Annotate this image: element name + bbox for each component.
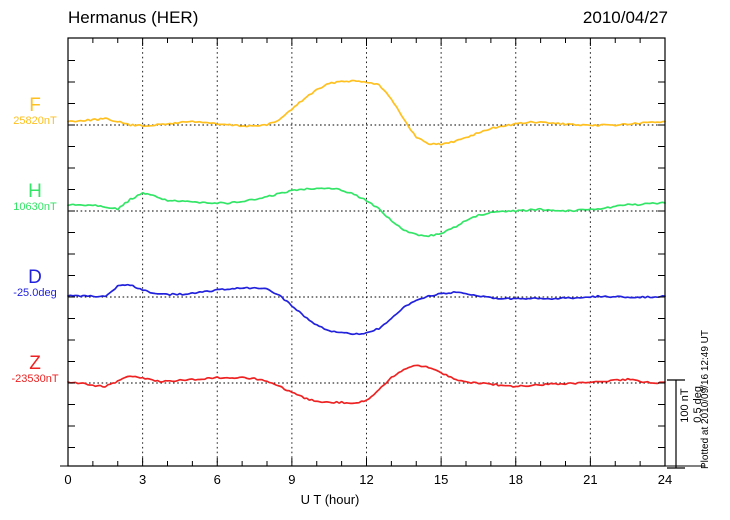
x-tick-label: 15	[434, 472, 448, 487]
trace-layer	[67, 79, 666, 405]
scale-bar-nt: 100 nT	[679, 388, 691, 423]
plot-frame	[67, 37, 666, 467]
plotted-at-text: Plotted at 2010/09/16 12:49 UT	[700, 330, 711, 469]
x-tick-label: 12	[359, 472, 373, 487]
x-tick-labels: 0 3 6 9 12 15 18 21 24	[64, 472, 672, 487]
observation-date: 2010/04/27	[582, 8, 668, 27]
x-tick-label: 18	[509, 472, 523, 487]
grid-layer	[142, 38, 591, 466]
x-tick-label: 21	[583, 472, 597, 487]
axis-layer	[60, 37, 705, 467]
trace-f	[67, 79, 666, 146]
component-label-d: D -25.0deg	[6, 268, 64, 299]
component-baseline-value-f: 25820nT	[13, 114, 57, 127]
component-label-f: F 25820nT	[6, 96, 64, 127]
component-symbol-f: F	[29, 95, 41, 116]
component-baseline-value-z: -23530nT	[11, 372, 59, 385]
component-label-z: Z -23530nT	[6, 354, 64, 385]
baseline-layer	[68, 124, 665, 384]
x-tick-label: 9	[288, 472, 295, 487]
component-baseline-value-h: 10630nT	[13, 200, 57, 213]
x-tick-label: 3	[139, 472, 146, 487]
component-baseline-value-d: -25.0deg	[13, 286, 57, 299]
trace-h	[67, 187, 666, 238]
x-axis-label: U T (hour)	[0, 492, 730, 507]
x-tick-label: 6	[214, 472, 221, 487]
trace-z	[67, 364, 666, 405]
component-label-h: H 10630nT	[6, 182, 64, 213]
component-symbol-z: Z	[29, 353, 41, 374]
scale-bar	[667, 379, 685, 469]
x-axis-label-text: U T (hour)	[300, 492, 360, 507]
component-symbol-h: H	[28, 181, 42, 202]
x-tick-label: 0	[64, 472, 71, 487]
x-tick-label: 24	[658, 472, 672, 487]
page-title: Hermanus (HER)	[68, 8, 199, 27]
trace-d	[67, 283, 666, 336]
component-symbol-d: D	[28, 267, 42, 288]
